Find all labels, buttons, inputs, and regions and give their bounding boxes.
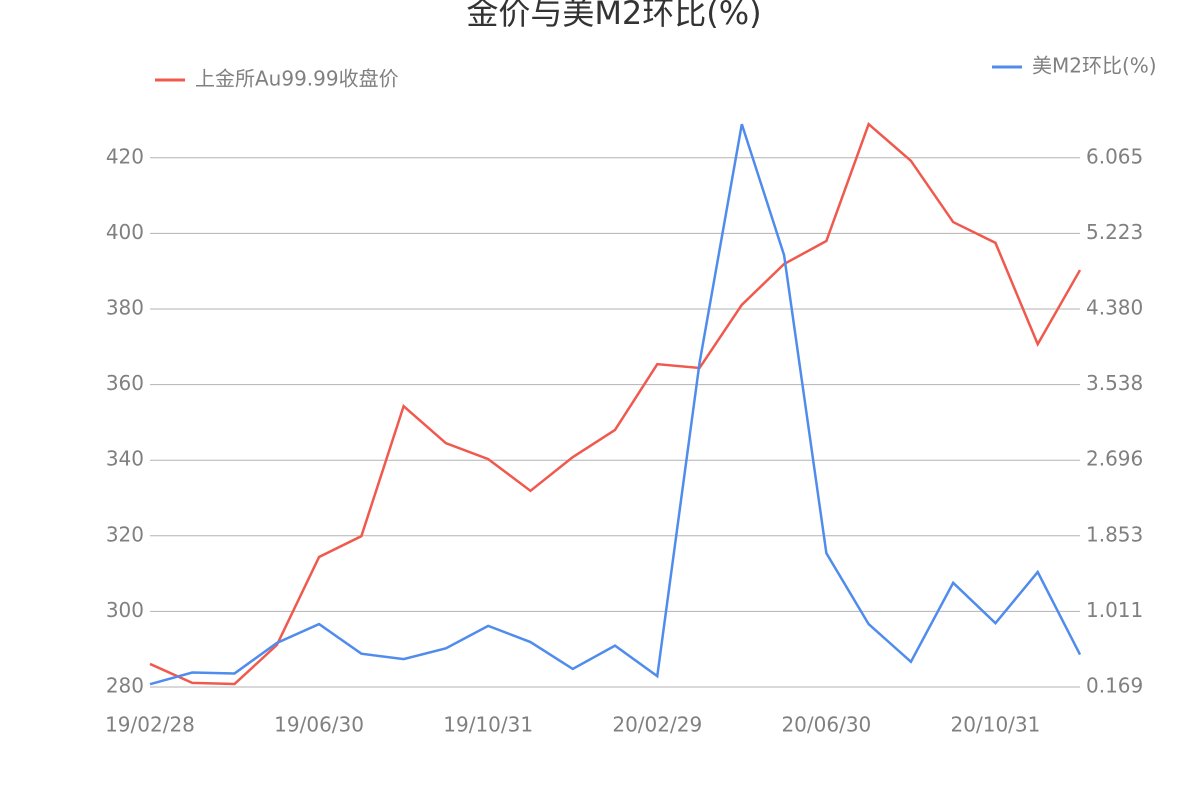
- chart-title: 金价与美M2环比(%): [466, 0, 761, 32]
- y2-tick-label: 6.065: [1086, 144, 1143, 168]
- x-tick-label: 19/06/30: [274, 713, 364, 737]
- y-tick-label: 420: [106, 144, 144, 168]
- y-tick-label: 400: [106, 220, 144, 244]
- y2-tick-label: 2.696: [1086, 447, 1143, 471]
- y-tick-label: 380: [106, 296, 144, 320]
- y-tick-label: 280: [106, 674, 144, 698]
- series-line: [149, 122, 1082, 686]
- x-tick-label: 20/06/30: [781, 713, 871, 737]
- y-tick-label: 360: [106, 371, 144, 395]
- y-tick-label: 300: [106, 598, 144, 622]
- y2-tick-label: 1.011: [1086, 598, 1143, 622]
- x-tick-label: 20/10/31: [951, 713, 1041, 737]
- x-tick-label: 20/02/29: [612, 713, 702, 737]
- y-tick-label: 340: [106, 447, 144, 471]
- legend-label: 美M2环比(%): [1032, 54, 1157, 78]
- y-tick-label: 320: [106, 522, 144, 546]
- y2-tick-label: 3.538: [1086, 371, 1143, 395]
- x-tick-label: 19/10/31: [443, 713, 533, 737]
- y2-tick-label: 1.853: [1086, 522, 1143, 546]
- series-line: [149, 123, 1082, 686]
- legend-label: 上金所Au99.99收盘价: [195, 67, 399, 91]
- y2-tick-label: 0.169: [1086, 674, 1143, 698]
- x-tick-label: 19/02/28: [105, 713, 195, 737]
- y2-tick-label: 5.223: [1086, 220, 1143, 244]
- y2-tick-label: 4.380: [1086, 296, 1143, 320]
